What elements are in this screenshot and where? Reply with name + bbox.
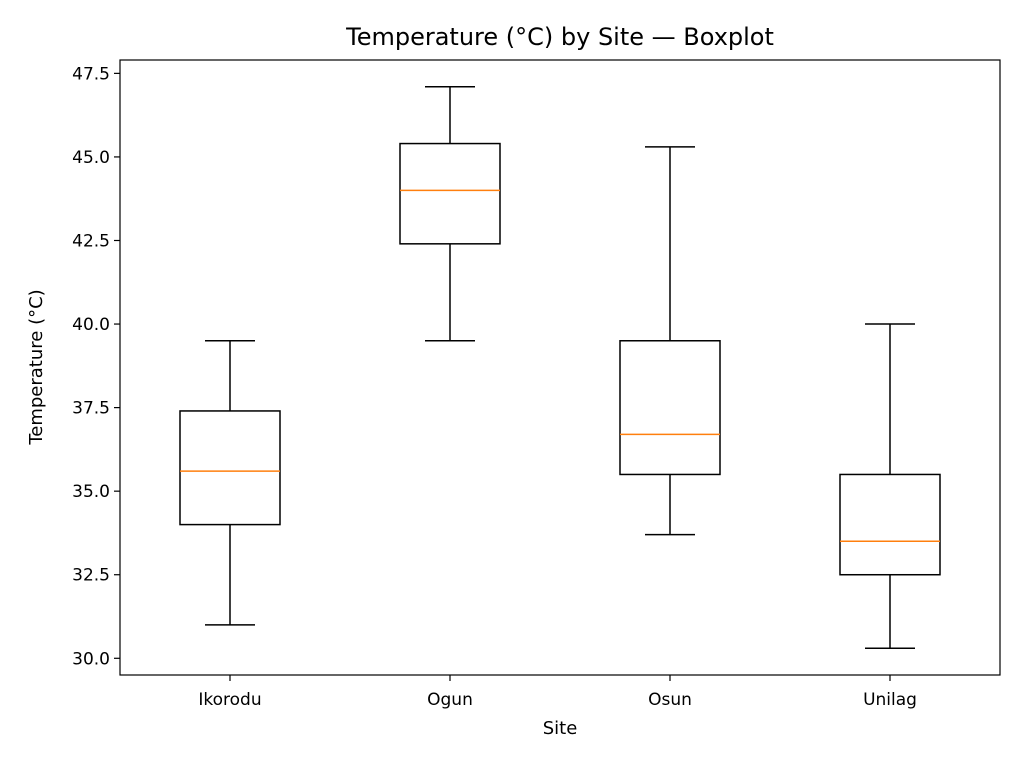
y-tick-label: 47.5 [72, 64, 110, 84]
x-tick-label: Osun [648, 690, 692, 710]
box-group-unilag [839, 323, 941, 650]
chart-title: Temperature (°C) by Site — Boxplot [345, 23, 774, 51]
y-tick-label: 45.0 [72, 148, 110, 168]
plot-frame [119, 59, 1001, 676]
plot-area: 30.0 32.5 35.0 37.5 40.0 42.5 45.0 47.5 Ikorodu… [72, 59, 1001, 710]
box-group-ikorodu [179, 340, 281, 626]
y-tick-label: 30.0 [72, 649, 110, 669]
y-tick-label: 40.0 [72, 315, 110, 335]
iqr-box [399, 142, 501, 245]
y-axis-label: Temperature (°C) [26, 289, 47, 445]
x-tick-label: Unilag [863, 690, 917, 710]
iqr-box [179, 410, 281, 526]
y-tick-label: 35.0 [72, 482, 110, 502]
x-tick-label: Ogun [427, 690, 473, 710]
x-axis: Ikorodu Ogun Osun Unilag [198, 675, 917, 710]
y-tick-label: 42.5 [72, 231, 110, 251]
y-tick-label: 37.5 [72, 399, 110, 419]
y-axis: 30.0 32.5 35.0 37.5 40.0 42.5 45.0 47.5 [72, 64, 120, 669]
iqr-box [839, 473, 941, 576]
x-tick-label: Ikorodu [198, 690, 261, 710]
box-series [179, 85, 941, 650]
box-group-osun [619, 146, 721, 536]
y-tick-label: 32.5 [72, 566, 110, 586]
x-axis-label: Site [543, 718, 578, 739]
box-group-ogun [399, 85, 501, 342]
iqr-box [619, 340, 721, 476]
